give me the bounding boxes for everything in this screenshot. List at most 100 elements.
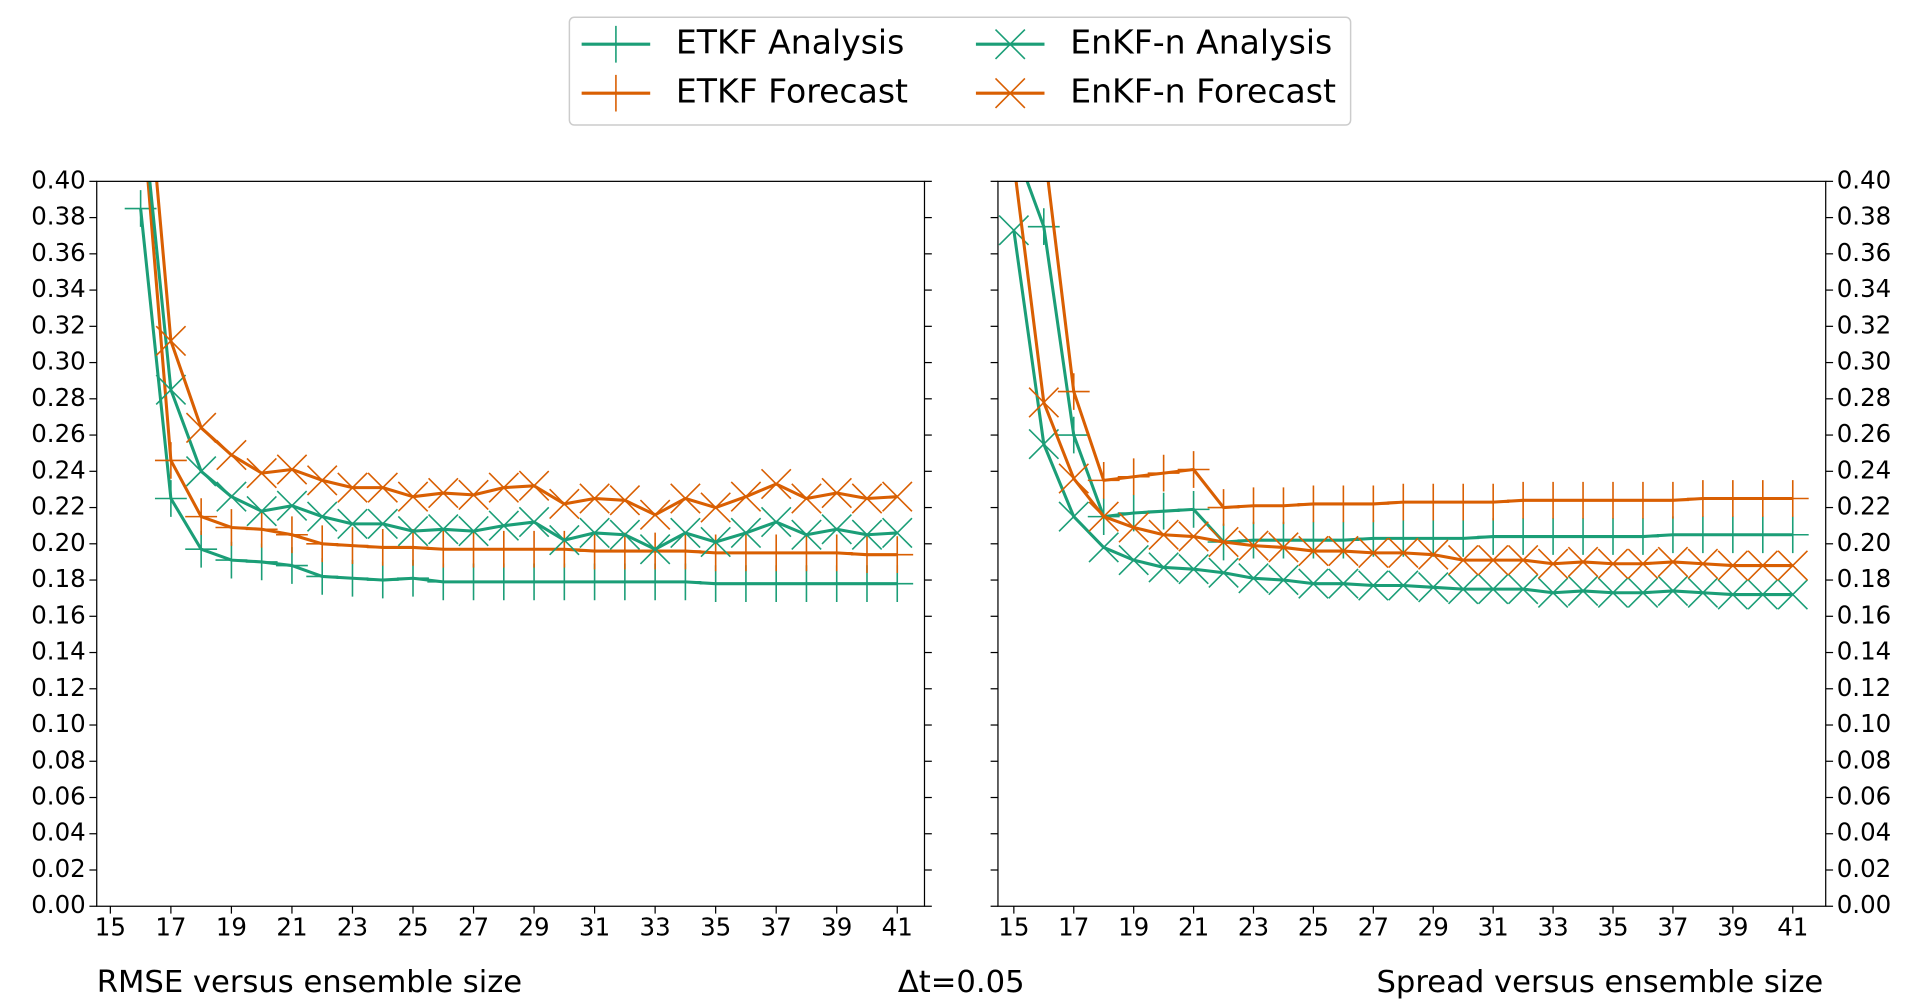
data-point (1507, 518, 1540, 555)
data-point (1298, 568, 1329, 599)
data-point (1028, 127, 1060, 164)
y-tick-label: 0.40 (31, 165, 85, 194)
x-tick-label: 31 (579, 912, 610, 941)
data-point (1537, 518, 1570, 555)
data-point (246, 495, 277, 527)
data-point (306, 558, 339, 595)
data-point (881, 481, 913, 512)
data-point (518, 470, 550, 502)
data-point (1777, 579, 1809, 610)
data-point (397, 559, 429, 597)
data-point (276, 516, 308, 554)
data-point (458, 479, 489, 511)
x-tick-label: 15 (998, 912, 1029, 941)
data-point (1327, 485, 1360, 523)
data-point (306, 501, 338, 532)
data-point (1537, 548, 1569, 579)
data-point (154, 480, 187, 517)
data-point (1328, 535, 1359, 567)
data-point (1627, 548, 1659, 579)
data-point (1238, 562, 1269, 594)
y-tick-label: 0.10 (31, 709, 85, 738)
data-point (155, 325, 187, 357)
data-point (125, 72, 157, 109)
data-point (366, 561, 399, 599)
legend-marker (600, 25, 632, 63)
plot-area (124, 72, 914, 603)
x-tick-label: 39 (1717, 912, 1748, 941)
y-tick-label: 0.14 (31, 637, 85, 666)
y-tick-label: 0.12 (1837, 673, 1891, 702)
data-point (1567, 546, 1599, 578)
data-point (427, 530, 460, 568)
data-point (820, 565, 853, 603)
data-point (608, 563, 641, 601)
data-point (1088, 501, 1119, 532)
y-tick-label: 0.00 (1837, 890, 1891, 919)
y-tick-label: 0.28 (1837, 383, 1891, 412)
x-tick-label: 37 (761, 912, 792, 941)
data-point (1477, 573, 1509, 605)
data-point (760, 565, 793, 603)
y-tick-label: 0.30 (1837, 347, 1891, 376)
data-point (276, 490, 308, 521)
legend-marker (994, 28, 1026, 60)
y-tick-label: 0.08 (31, 745, 85, 774)
y-tick-label: 0.02 (1837, 854, 1891, 883)
data-point (1058, 501, 1090, 532)
data-point (1058, 463, 1090, 494)
data-point (1387, 483, 1420, 521)
data-point (1117, 458, 1150, 496)
data-point (1357, 519, 1390, 557)
data-point (246, 457, 277, 489)
data-point (1417, 539, 1449, 570)
data-point (367, 508, 398, 540)
data-point (1148, 519, 1179, 550)
y-tick-label: 0.12 (31, 673, 85, 702)
data-point (1057, 373, 1090, 410)
data-point (216, 481, 247, 512)
data-point (730, 481, 762, 512)
x-tick-label: 39 (821, 912, 852, 941)
data-point (1747, 579, 1779, 610)
data-point (1268, 564, 1299, 596)
data-point (1657, 575, 1689, 607)
series-line (155, 181, 898, 517)
data-point (760, 468, 792, 500)
data-point (1147, 454, 1180, 492)
data-point (1597, 548, 1629, 579)
data-point (1118, 544, 1149, 576)
y-tick-label: 0.16 (1837, 600, 1891, 629)
data-point (1597, 577, 1629, 608)
y-tick-label: 0.18 (31, 564, 85, 593)
data-point (1358, 570, 1389, 601)
data-point (1657, 546, 1689, 578)
data-point (337, 508, 368, 540)
x-tick-label: 17 (155, 912, 186, 941)
data-point (397, 529, 429, 566)
y-tick-label: 0.20 (31, 528, 85, 557)
data-point (518, 563, 550, 601)
data-point (1567, 518, 1599, 555)
series-line (146, 181, 898, 557)
data-point (1507, 544, 1539, 576)
data-point (1117, 494, 1150, 532)
x-tick-label: 21 (1178, 912, 1209, 941)
data-point (579, 517, 610, 549)
y-tick-label: 0.28 (31, 383, 85, 412)
data-point (154, 442, 187, 479)
data-point (669, 563, 702, 601)
y-tick-label: 0.00 (31, 890, 85, 919)
y-tick-label: 0.06 (1837, 782, 1891, 811)
y-tick-label: 0.02 (31, 854, 85, 883)
data-point (276, 547, 308, 584)
y-tick-label: 0.32 (1837, 310, 1891, 339)
data-point (851, 483, 883, 514)
data-point (881, 517, 913, 549)
y-tick-label: 0.26 (31, 419, 85, 448)
data-point (670, 483, 701, 514)
x-tick-label: 33 (640, 912, 671, 941)
data-point (185, 456, 217, 487)
data-point (639, 532, 672, 570)
data-point (215, 541, 248, 579)
